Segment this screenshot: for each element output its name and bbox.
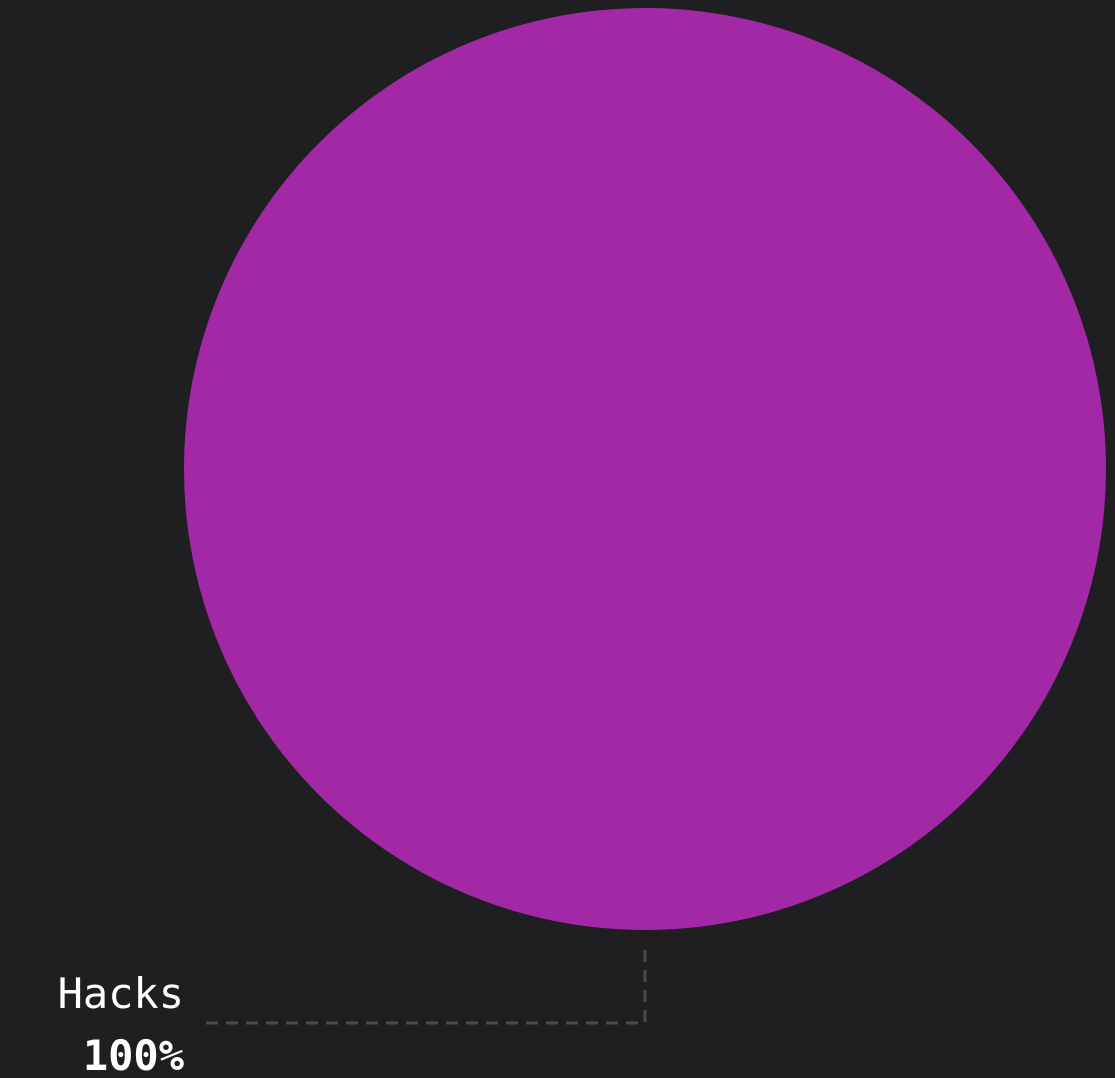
slice-label: Hacks [58, 969, 184, 1018]
slices-layer [184, 8, 1106, 930]
leader-lines-layer [203, 950, 647, 1025]
labels-layer: Hacks 100% [58, 969, 184, 1078]
slice-percent-label: 100% [83, 1031, 184, 1078]
pie-slice [184, 8, 1106, 930]
leader-line [203, 950, 647, 1025]
